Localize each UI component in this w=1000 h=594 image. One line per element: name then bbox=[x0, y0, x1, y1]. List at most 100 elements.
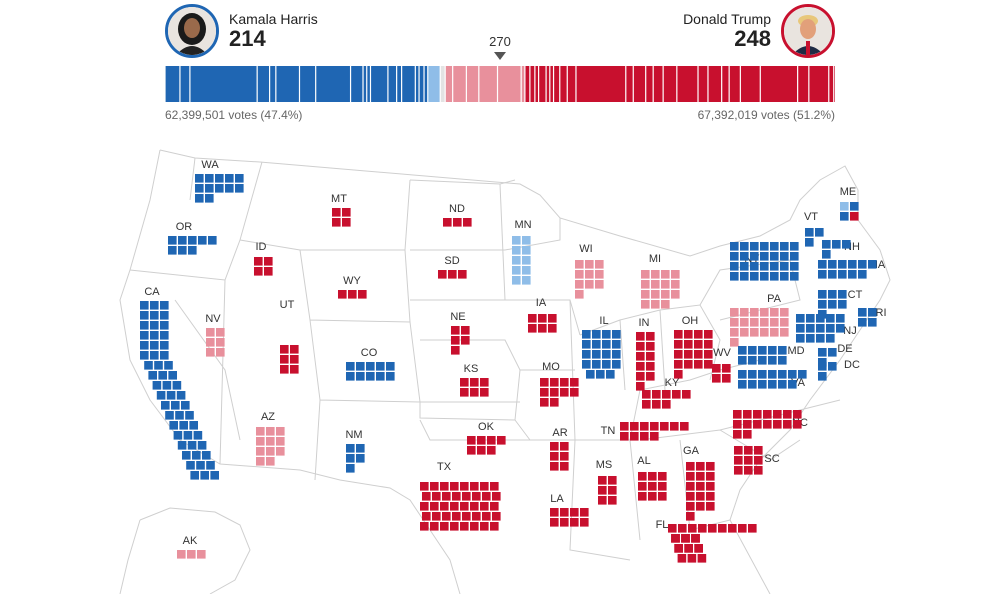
vote-tile-nc bbox=[743, 410, 752, 419]
state-ri[interactable]: RI bbox=[858, 307, 887, 327]
vote-tile-il bbox=[592, 340, 601, 349]
state-ar[interactable]: AR bbox=[550, 427, 569, 471]
vote-tile-co bbox=[386, 362, 395, 371]
state-mo[interactable]: MO bbox=[540, 361, 579, 407]
vote-tile-mi bbox=[641, 270, 650, 279]
vote-tile-ar bbox=[560, 452, 569, 461]
bar-segment-ny bbox=[316, 66, 350, 102]
state-nv[interactable]: NV bbox=[205, 313, 225, 357]
state-sd[interactable]: SD bbox=[438, 255, 467, 279]
state-oh[interactable]: OH bbox=[674, 315, 713, 379]
vote-tile-ca bbox=[196, 461, 205, 470]
vote-tile-tx bbox=[490, 522, 499, 531]
vote-tile-la bbox=[550, 508, 559, 517]
vote-tile-il bbox=[582, 330, 591, 339]
vote-tile-nv bbox=[216, 338, 225, 347]
state-ia[interactable]: IA bbox=[528, 297, 557, 333]
vote-tile-tx bbox=[472, 492, 481, 501]
state-label-mo: MO bbox=[542, 361, 560, 373]
state-in[interactable]: IN bbox=[636, 317, 655, 391]
state-ky[interactable]: KY bbox=[642, 377, 691, 409]
state-vt[interactable]: VT bbox=[804, 211, 824, 247]
state-pa[interactable]: PA bbox=[730, 293, 789, 347]
state-id[interactable]: ID bbox=[254, 241, 273, 276]
state-ks[interactable]: KS bbox=[460, 363, 489, 397]
state-tn[interactable]: TN bbox=[601, 422, 689, 441]
vote-tile-nj bbox=[836, 314, 845, 323]
state-fl[interactable]: FL bbox=[656, 519, 757, 563]
state-ga[interactable]: GA bbox=[683, 445, 715, 521]
state-wy[interactable]: WY bbox=[338, 275, 367, 299]
state-md[interactable]: MD bbox=[738, 345, 805, 365]
state-va[interactable]: VA bbox=[738, 370, 807, 389]
vote-tile-nc bbox=[783, 420, 792, 429]
vote-tile-ga bbox=[706, 502, 715, 511]
state-ny[interactable]: NY bbox=[730, 242, 799, 281]
state-nj[interactable]: NJ bbox=[796, 314, 857, 343]
state-il[interactable]: IL bbox=[582, 315, 621, 379]
state-ms[interactable]: MS bbox=[596, 459, 617, 505]
state-az[interactable]: AZ bbox=[256, 411, 285, 466]
vote-tile-ky bbox=[652, 390, 661, 399]
state-nh[interactable]: NH bbox=[822, 240, 860, 259]
state-tx[interactable]: TX bbox=[420, 461, 501, 531]
vote-tile-tx bbox=[420, 502, 429, 511]
vote-tile-tx bbox=[470, 522, 479, 531]
vote-tile-ia bbox=[548, 314, 557, 323]
vote-tile-ca bbox=[140, 351, 149, 360]
state-nm[interactable]: NM bbox=[345, 429, 365, 473]
vote-tile-mi bbox=[651, 300, 660, 309]
state-sc[interactable]: SC bbox=[734, 446, 780, 475]
state-al[interactable]: AL bbox=[637, 455, 667, 501]
vote-tile-ky bbox=[662, 400, 671, 409]
vote-tile-oh bbox=[684, 340, 693, 349]
vote-tile-oh bbox=[684, 350, 693, 359]
bar-segment-sd bbox=[550, 66, 553, 102]
state-label-pa: PA bbox=[767, 293, 782, 305]
vote-tile-wy bbox=[348, 290, 357, 299]
state-mt[interactable]: MT bbox=[331, 193, 351, 227]
bar-segment-wy bbox=[535, 66, 539, 102]
popular-votes-harris: 62,399,501 votes (47.4%) bbox=[165, 108, 303, 122]
state-mn[interactable]: MN bbox=[512, 219, 532, 285]
vote-tile-in bbox=[646, 372, 655, 381]
vote-tile-ut bbox=[290, 345, 299, 354]
state-ut[interactable]: UT bbox=[280, 299, 299, 374]
bar-segment-uncalled-0 bbox=[440, 66, 445, 102]
vote-tile-ca bbox=[171, 401, 180, 410]
vote-tile-ca bbox=[162, 381, 172, 390]
vote-tile-nm bbox=[356, 444, 365, 453]
state-or[interactable]: OR bbox=[168, 221, 217, 255]
state-nc[interactable]: NC bbox=[733, 410, 808, 439]
vote-tile-ms bbox=[608, 486, 617, 495]
state-la[interactable]: LA bbox=[550, 493, 589, 527]
bar-segment-me bbox=[834, 66, 835, 102]
vote-tile-nj bbox=[806, 334, 815, 343]
bar-segment-tn bbox=[708, 66, 722, 102]
state-ok[interactable]: OK bbox=[467, 421, 506, 455]
vote-tile-ny bbox=[740, 272, 749, 281]
state-mi[interactable]: MI bbox=[641, 253, 680, 309]
state-ct[interactable]: CT bbox=[818, 289, 863, 319]
state-wa[interactable]: WA bbox=[195, 159, 244, 203]
vote-tile-ok bbox=[477, 446, 486, 455]
vote-tile-tx bbox=[422, 512, 431, 521]
state-me[interactable]: ME bbox=[840, 186, 859, 221]
vote-tile-pa bbox=[780, 328, 789, 337]
state-ma[interactable]: MA bbox=[818, 259, 886, 279]
state-nd[interactable]: ND bbox=[443, 203, 472, 227]
vote-tile-vt bbox=[805, 228, 814, 237]
state-co[interactable]: CO bbox=[346, 347, 395, 381]
vote-tile-ca bbox=[165, 411, 174, 420]
vote-tile-ia bbox=[538, 324, 547, 333]
bar-segment-oh bbox=[677, 66, 698, 102]
vote-tile-vt bbox=[815, 228, 824, 237]
state-ne[interactable]: NE bbox=[450, 311, 470, 355]
state-wi[interactable]: WI bbox=[575, 243, 604, 299]
vote-tile-az bbox=[276, 427, 285, 436]
state-dc[interactable]: DC bbox=[818, 359, 860, 381]
state-wv[interactable]: WV bbox=[712, 347, 732, 383]
state-ak[interactable]: AK bbox=[177, 535, 206, 559]
vote-tile-ca bbox=[160, 351, 169, 360]
state-ca[interactable]: CA bbox=[140, 286, 219, 480]
